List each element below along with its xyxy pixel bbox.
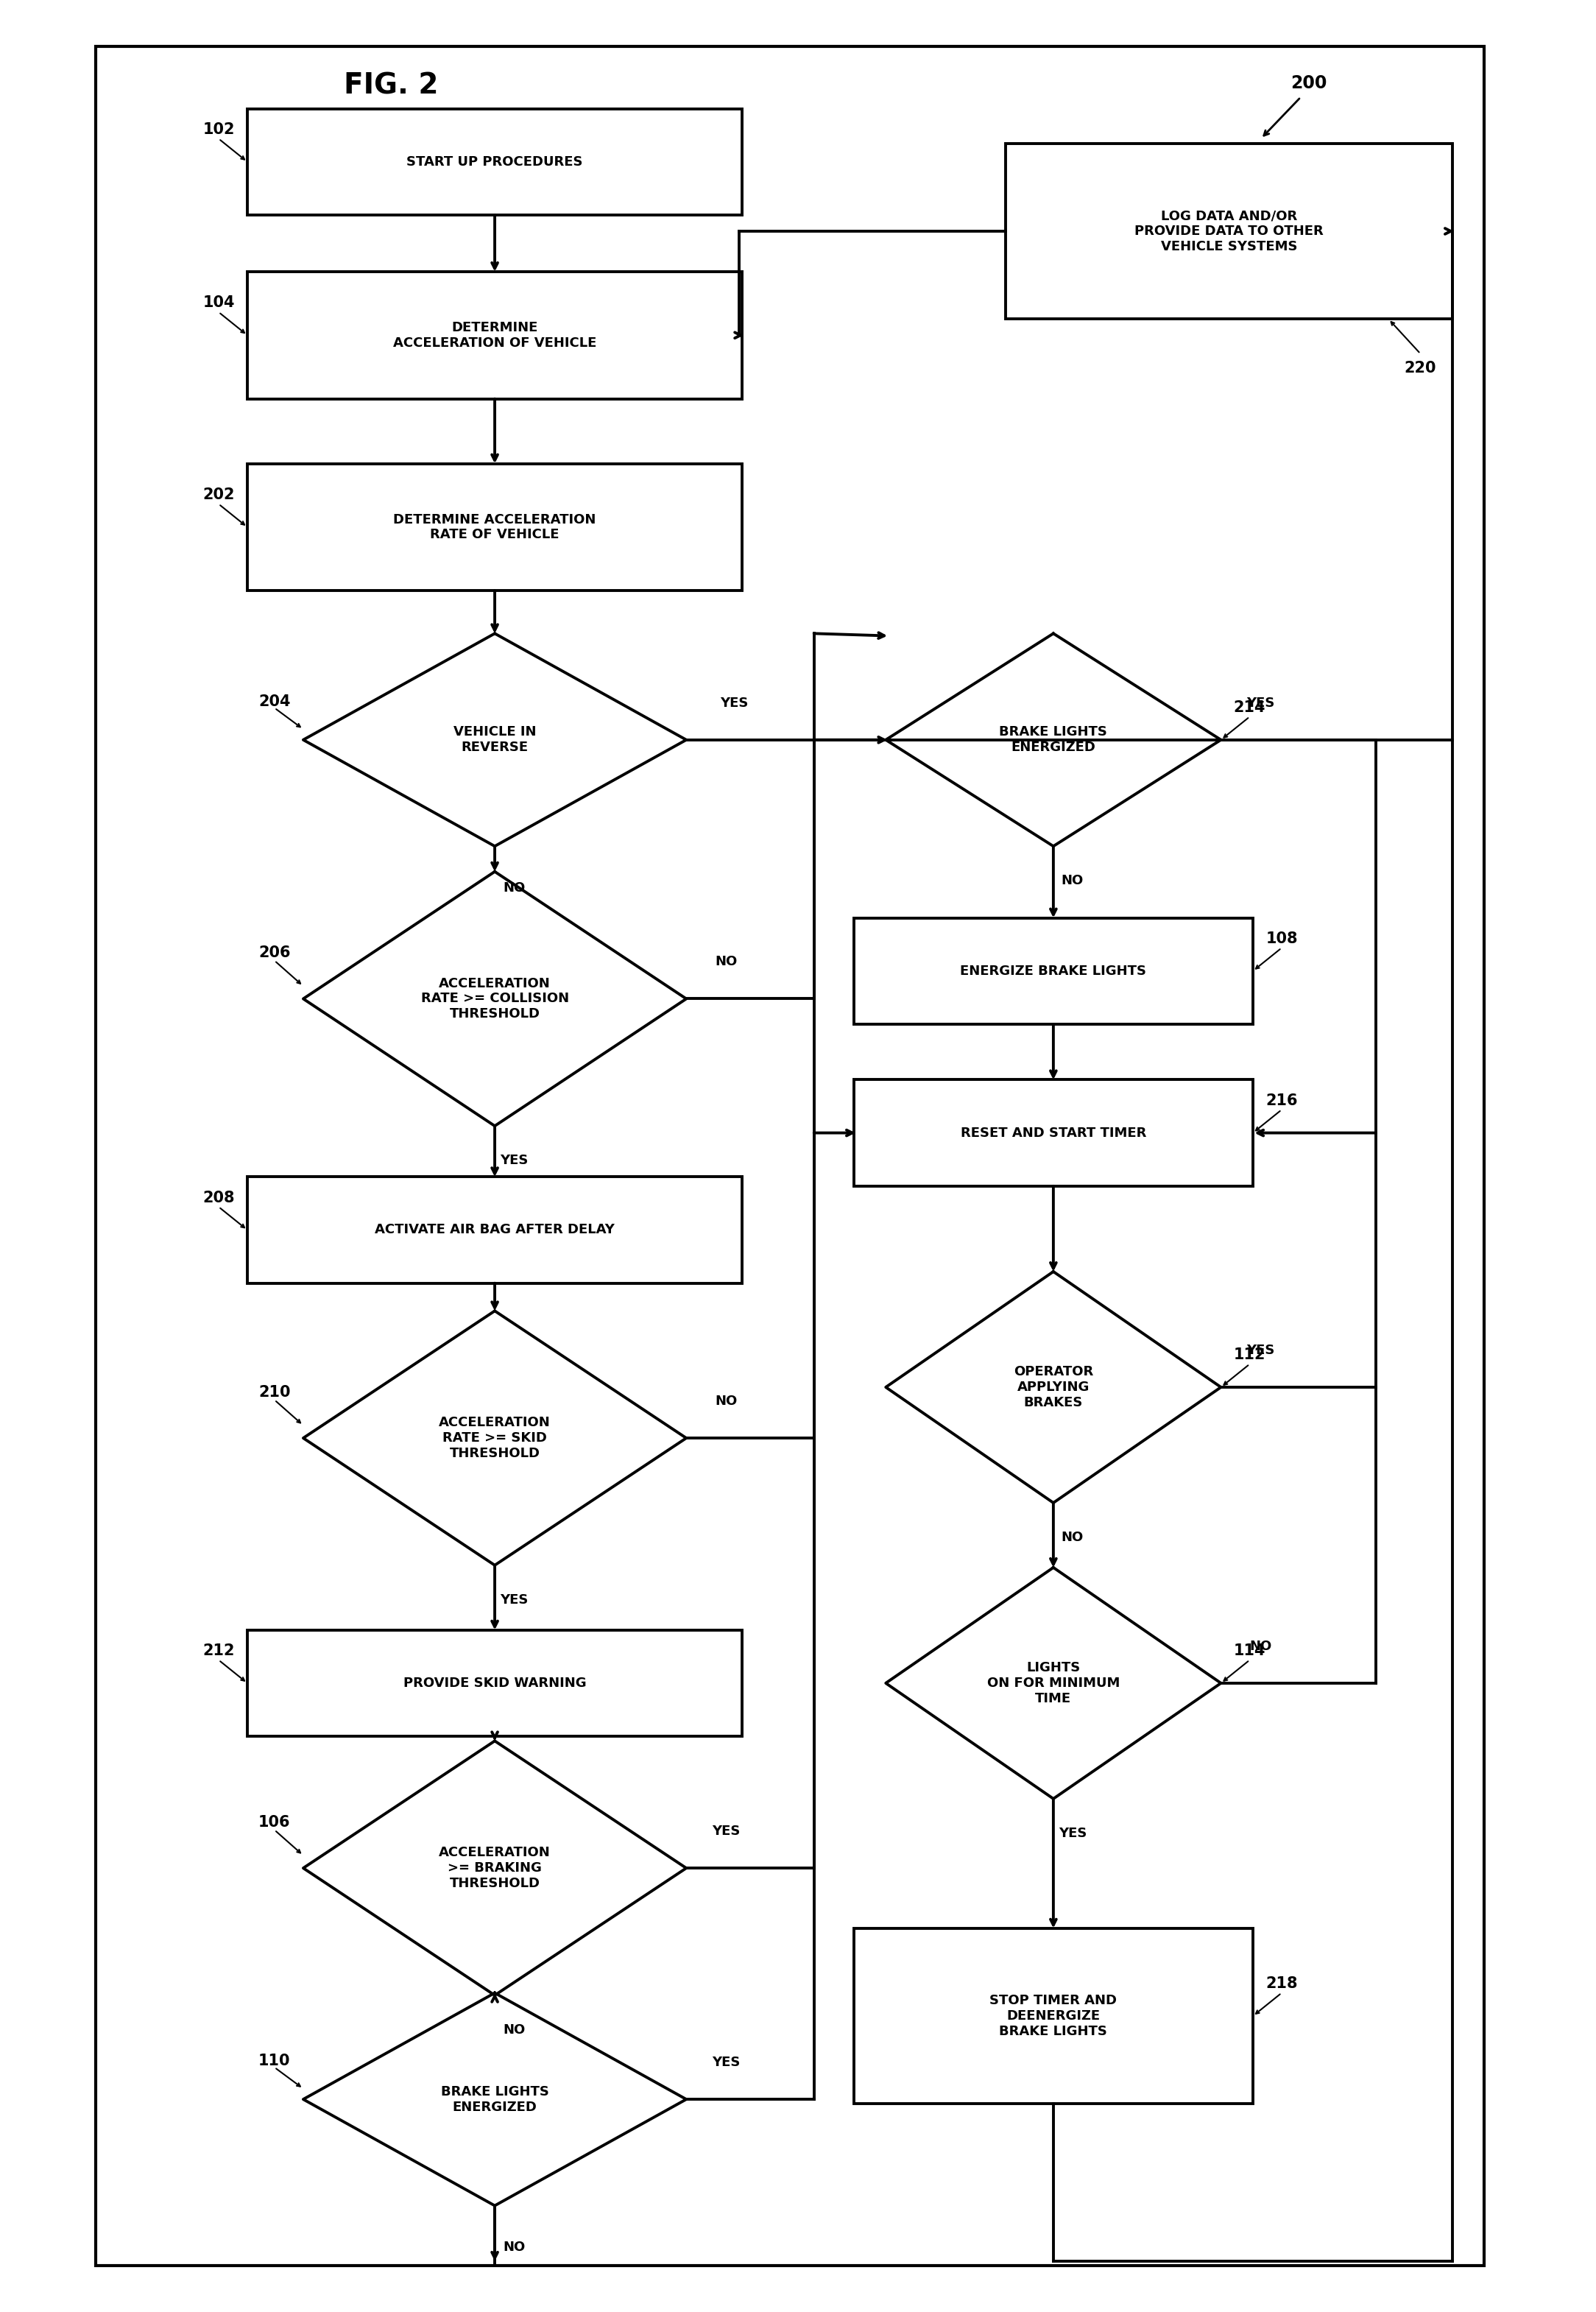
Text: 106: 106 <box>259 1815 290 1829</box>
Text: 220: 220 <box>1404 361 1436 375</box>
Polygon shape <box>303 1311 686 1565</box>
Text: DETERMINE
ACCELERATION OF VEHICLE: DETERMINE ACCELERATION OF VEHICLE <box>393 321 597 349</box>
Text: 108: 108 <box>1266 932 1298 946</box>
Text: YES: YES <box>712 2055 741 2069</box>
Polygon shape <box>303 872 686 1126</box>
Text: 202: 202 <box>203 488 235 502</box>
Text: PROVIDE SKID WARNING: PROVIDE SKID WARNING <box>404 1676 586 1690</box>
Polygon shape <box>886 1272 1221 1503</box>
Text: 206: 206 <box>259 946 290 959</box>
Bar <box>854 1080 1253 1186</box>
Polygon shape <box>303 1993 686 2206</box>
Bar <box>96 46 1484 2266</box>
Text: STOP TIMER AND
DEENERGIZE
BRAKE LIGHTS: STOP TIMER AND DEENERGIZE BRAKE LIGHTS <box>990 1995 1117 2037</box>
Bar <box>247 271 742 400</box>
Text: YES: YES <box>712 1824 741 1838</box>
Text: LIGHTS
ON FOR MINIMUM
TIME: LIGHTS ON FOR MINIMUM TIME <box>986 1662 1120 1704</box>
Text: DETERMINE ACCELERATION
RATE OF VEHICLE: DETERMINE ACCELERATION RATE OF VEHICLE <box>393 513 597 541</box>
Text: YES: YES <box>1246 1343 1275 1357</box>
Text: 104: 104 <box>203 296 235 310</box>
Text: 204: 204 <box>259 694 290 710</box>
Text: LOG DATA AND/OR
PROVIDE DATA TO OTHER
VEHICLE SYSTEMS: LOG DATA AND/OR PROVIDE DATA TO OTHER VE… <box>1135 210 1323 252</box>
Text: VEHICLE IN
REVERSE: VEHICLE IN REVERSE <box>453 726 536 754</box>
Text: ACCELERATION
RATE >= COLLISION
THRESHOLD: ACCELERATION RATE >= COLLISION THRESHOLD <box>421 978 568 1020</box>
Text: RESET AND START TIMER: RESET AND START TIMER <box>961 1126 1146 1140</box>
Text: NO: NO <box>503 2023 525 2037</box>
Text: 200: 200 <box>1291 74 1326 92</box>
Bar <box>854 918 1253 1024</box>
Bar <box>247 1177 742 1283</box>
Text: YES: YES <box>1246 696 1275 710</box>
Text: ACTIVATE AIR BAG AFTER DELAY: ACTIVATE AIR BAG AFTER DELAY <box>375 1223 614 1237</box>
Text: NO: NO <box>1061 874 1084 888</box>
Text: OPERATOR
APPLYING
BRAKES: OPERATOR APPLYING BRAKES <box>1013 1366 1093 1408</box>
Polygon shape <box>303 633 686 846</box>
Bar <box>1005 143 1452 319</box>
Text: NO: NO <box>503 2240 525 2254</box>
Text: ENERGIZE BRAKE LIGHTS: ENERGIZE BRAKE LIGHTS <box>961 964 1146 978</box>
Bar <box>247 462 742 592</box>
Text: YES: YES <box>720 696 749 710</box>
Text: 110: 110 <box>259 2053 290 2069</box>
Text: NO: NO <box>503 881 525 895</box>
Text: NO: NO <box>1250 1639 1272 1653</box>
Text: 112: 112 <box>1234 1348 1266 1362</box>
Polygon shape <box>886 1568 1221 1799</box>
Text: START UP PROCEDURES: START UP PROCEDURES <box>407 155 583 169</box>
Text: 218: 218 <box>1266 1977 1298 1991</box>
Text: NO: NO <box>715 955 737 969</box>
Text: NO: NO <box>1061 1531 1084 1544</box>
Text: BRAKE LIGHTS
ENERGIZED: BRAKE LIGHTS ENERGIZED <box>440 2085 549 2113</box>
Text: BRAKE LIGHTS
ENERGIZED: BRAKE LIGHTS ENERGIZED <box>999 726 1108 754</box>
Polygon shape <box>886 633 1221 846</box>
Text: 212: 212 <box>203 1644 235 1658</box>
Text: NO: NO <box>715 1394 737 1408</box>
Text: YES: YES <box>500 1154 528 1168</box>
Text: ACCELERATION
>= BRAKING
THRESHOLD: ACCELERATION >= BRAKING THRESHOLD <box>439 1847 551 1889</box>
Text: ACCELERATION
RATE >= SKID
THRESHOLD: ACCELERATION RATE >= SKID THRESHOLD <box>439 1417 551 1459</box>
Text: 210: 210 <box>259 1385 290 1399</box>
Text: YES: YES <box>1058 1826 1087 1840</box>
Text: 114: 114 <box>1234 1644 1266 1658</box>
Bar <box>247 1630 742 1736</box>
Polygon shape <box>303 1741 686 1995</box>
Text: 102: 102 <box>203 123 235 136</box>
Text: 208: 208 <box>203 1191 235 1205</box>
Bar <box>247 109 742 215</box>
Text: 214: 214 <box>1234 701 1266 714</box>
Text: 216: 216 <box>1266 1094 1298 1107</box>
Text: YES: YES <box>500 1593 528 1607</box>
Bar <box>854 1928 1253 2104</box>
Text: FIG. 2: FIG. 2 <box>343 72 439 99</box>
